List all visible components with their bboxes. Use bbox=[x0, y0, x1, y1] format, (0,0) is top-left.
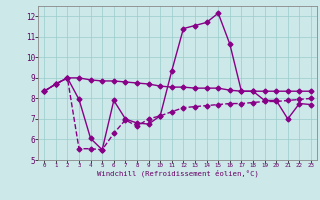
X-axis label: Windchill (Refroidissement éolien,°C): Windchill (Refroidissement éolien,°C) bbox=[97, 170, 259, 177]
